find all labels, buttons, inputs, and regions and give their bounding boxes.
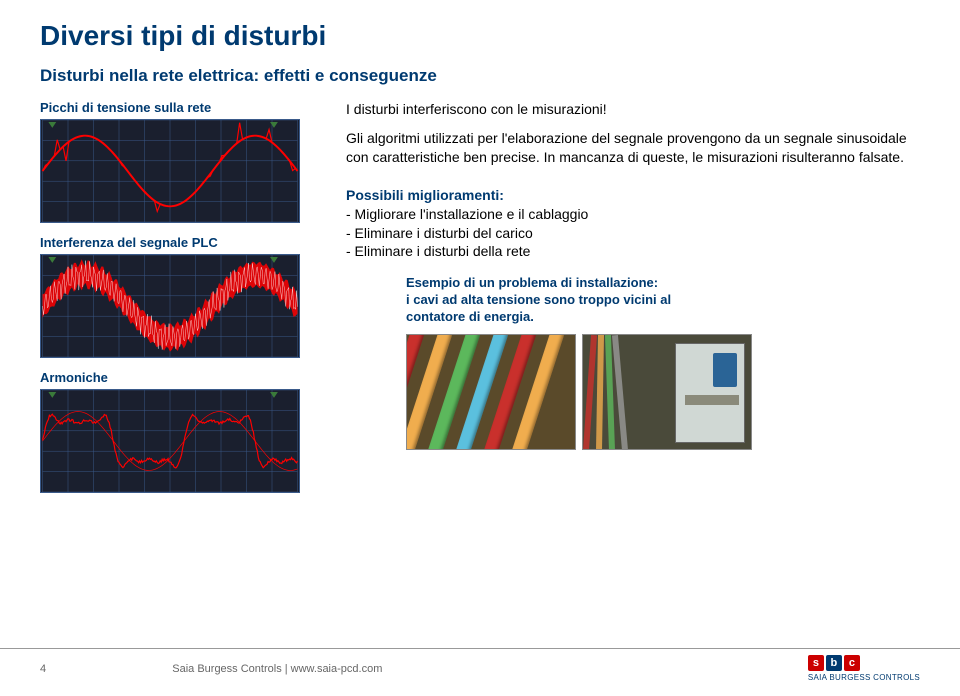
footer-text: 4 Saia Burgess Controls | www.saia-pcd.c… — [40, 663, 382, 675]
example-line-2: i cavi ad alta tensione sono troppo vici… — [406, 292, 671, 307]
scope-plc — [40, 254, 300, 358]
company-logo: sbc SAIA BURGESS CONTROLS — [808, 655, 920, 682]
logo-boxes: sbc — [808, 655, 920, 671]
page-subtitle: Disturbi nella rete elettrica: effetti e… — [40, 66, 920, 86]
slide-footer: 4 Saia Burgess Controls | www.saia-pcd.c… — [0, 648, 960, 682]
label-plc: Interferenza del segnale PLC — [40, 235, 320, 250]
improvements-heading: Possibili miglioramenti: — [346, 187, 920, 203]
example-caption: Esempio di un problema di installazione:… — [406, 275, 920, 326]
logo-tagline: SAIA BURGESS CONTROLS — [808, 673, 920, 682]
example-line-1: Esempio di un problema di installazione: — [406, 275, 658, 290]
left-column: Picchi di tensione sulla rete Interferen… — [40, 100, 320, 505]
logo-box-0: s — [808, 655, 824, 671]
page-title: Diversi tipi di disturbi — [40, 20, 920, 52]
paragraph-1: Gli algoritmi utilizzati per l'elaborazi… — [346, 129, 920, 167]
label-spike: Picchi di tensione sulla rete — [40, 100, 320, 115]
logo-box-1: b — [826, 655, 842, 671]
photo-panel — [582, 334, 752, 450]
example-line-3: contatore di energia. — [406, 309, 534, 324]
right-column: I disturbi interferiscono con le misuraz… — [346, 100, 920, 505]
logo-box-2: c — [844, 655, 860, 671]
intro-text: I disturbi interferiscono con le misuraz… — [346, 100, 920, 119]
label-harmonic: Armoniche — [40, 370, 320, 385]
scope-spike — [40, 119, 300, 223]
photo-cables — [406, 334, 576, 450]
footer-company: Saia Burgess Controls | www.saia-pcd.com — [172, 663, 382, 675]
improve-item-3: - Eliminare i disturbi della rete — [346, 242, 920, 261]
photo-row — [406, 334, 920, 450]
page-number: 4 — [40, 663, 46, 675]
improve-item-1: - Migliorare l'installazione e il cablag… — [346, 205, 920, 224]
scope-harmonic — [40, 389, 300, 493]
improve-item-2: - Eliminare i disturbi del carico — [346, 224, 920, 243]
